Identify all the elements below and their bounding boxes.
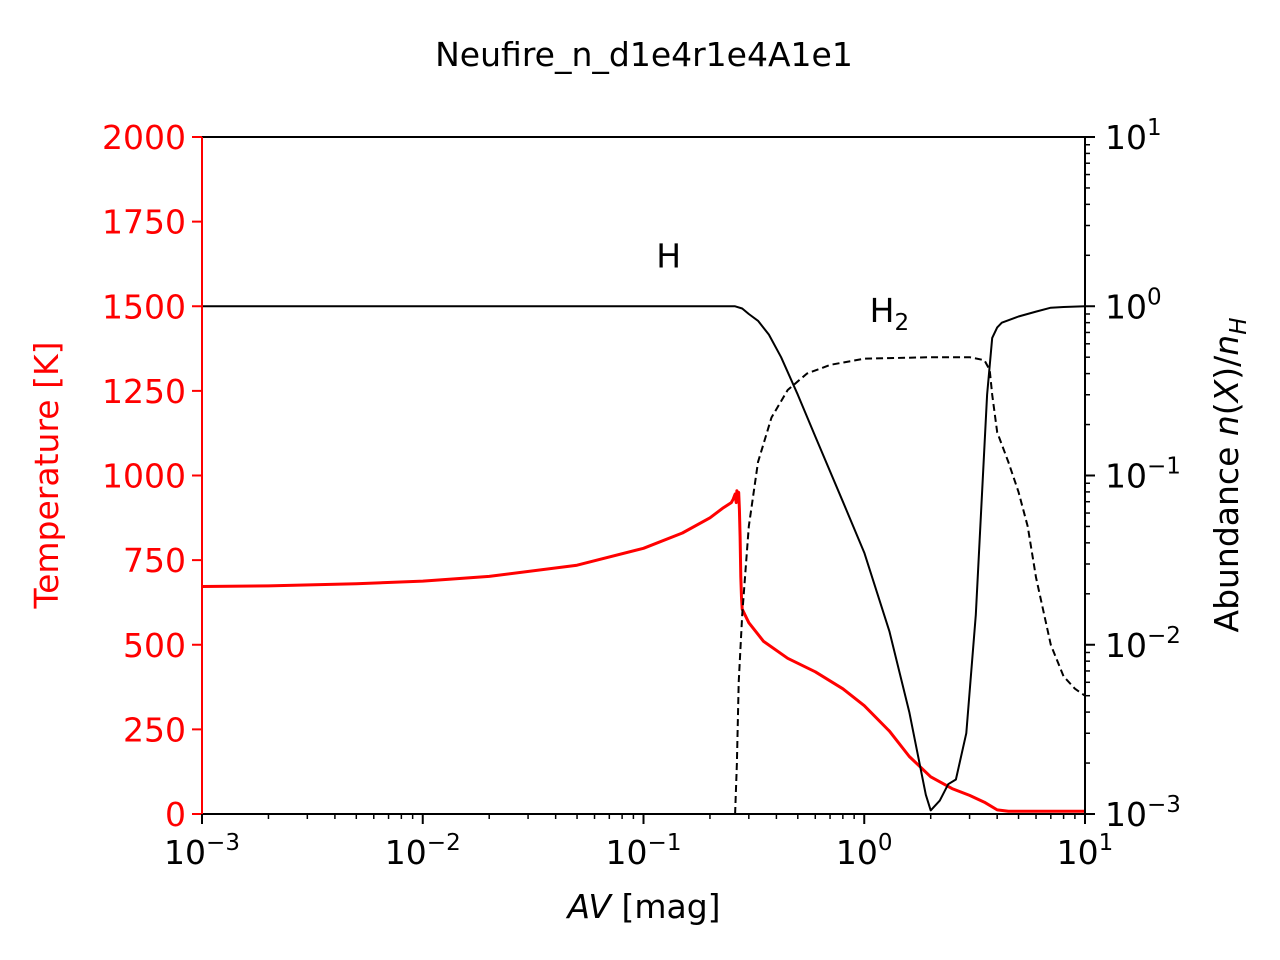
x-tick-label: 10−1: [606, 830, 682, 872]
right-axis-ticks: 10−3 10−2 10−1 100 101: [1085, 115, 1181, 834]
annotation-h: H: [656, 236, 681, 275]
left-tick-label: 1750: [102, 203, 186, 242]
left-tick-label: 250: [123, 710, 186, 749]
h2-abundance-line: [734, 356, 1086, 815]
series-lines: [201, 305, 1086, 815]
x-axis-label: AV [mag]: [565, 887, 720, 926]
right-tick-label: 100: [1105, 284, 1162, 326]
h-abundance-line: [202, 305, 1086, 812]
left-axis-ticks: 0 250 500 750 1000 1250 1500 1750 2000: [102, 118, 202, 834]
annotation-h2: H2: [870, 291, 909, 336]
left-tick-label: 0: [165, 795, 186, 834]
right-tick-label: 101: [1105, 115, 1162, 157]
left-tick-label: 1500: [102, 287, 186, 326]
left-tick-label: 2000: [102, 118, 186, 157]
right-y-axis-label: Abundance n(X)/nH: [1207, 318, 1252, 633]
right-tick-label: 10−1: [1105, 454, 1181, 496]
left-tick-label: 750: [123, 541, 186, 580]
chart-title: Neufire_n_d1e4r1e4A1e1: [435, 35, 853, 74]
plot-frame: [201, 136, 1086, 815]
left-tick-label: 1250: [102, 372, 186, 411]
annotations: H H2: [656, 236, 909, 336]
temperature-line: [201, 489, 1085, 813]
left-y-axis-label: Temperature [K]: [27, 342, 66, 610]
x-axis-ticks: 10−3 10−2 10−1 100 101: [164, 814, 1113, 872]
right-tick-label: 10−3: [1105, 792, 1181, 834]
x-tick-label: 10−3: [164, 830, 240, 872]
left-tick-label: 500: [123, 626, 186, 665]
right-tick-label: 10−2: [1105, 623, 1181, 665]
x-tick-label: 101: [1057, 830, 1114, 872]
x-tick-label: 10−2: [385, 830, 461, 872]
x-tick-label: 100: [836, 830, 893, 872]
left-tick-label: 1000: [102, 457, 186, 496]
